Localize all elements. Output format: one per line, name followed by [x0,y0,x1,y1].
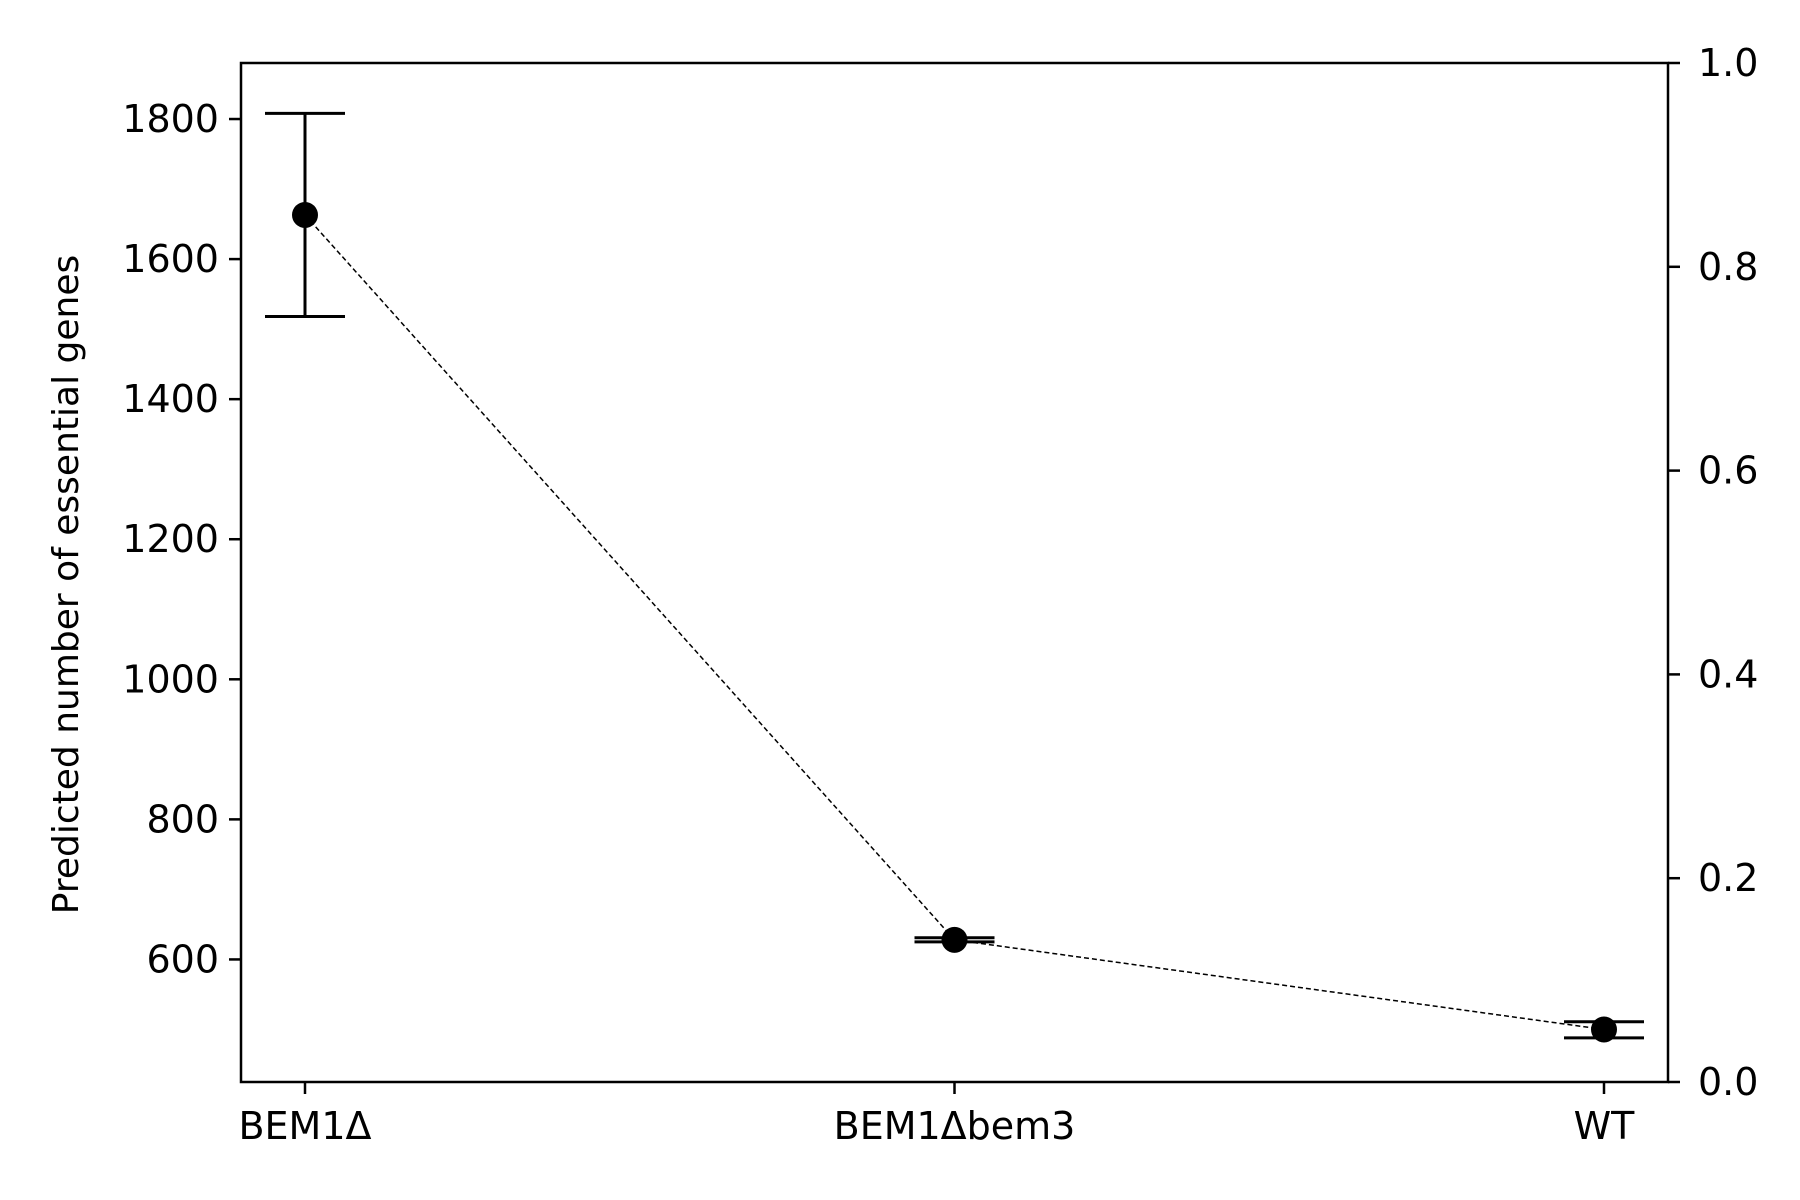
y-tick-label: 800 [146,797,219,841]
x-tick-label: BEM1Δ [238,1104,371,1148]
series-connector-line [304,214,1605,1031]
y-tick-label: 1400 [122,377,219,421]
left-axis-ticks: 600 800 1000 1200 1400 1600 1800 [122,97,241,981]
data-point [941,926,968,953]
y-right-tick-label: 0.0 [1698,1060,1758,1104]
y-tick-label: 1600 [122,237,219,281]
right-axis-ticks: 0.0 0.2 0.4 0.6 0.8 1.0 [1668,41,1758,1104]
y-right-tick-label: 0.6 [1698,449,1758,493]
data-point [292,201,318,228]
y-tick-label: 1200 [122,517,219,561]
y-axis-label: Predicted number of essential genes [46,255,87,915]
x-tick-label: WT [1574,1104,1636,1148]
y-right-tick-label: 0.8 [1698,245,1758,289]
connector-layer [304,214,1605,1031]
x-tick-label: BEM1Δbem3 [834,1104,1076,1148]
y-right-tick-label: 0.2 [1698,856,1758,900]
marker-layer [292,201,1617,1043]
plot-frame [239,61,1670,1084]
y-tick-label: 600 [146,937,219,981]
y-tick-label: 1000 [122,657,219,701]
y-right-tick-label: 0.4 [1698,652,1758,696]
x-axis-ticks: BEM1Δ BEM1Δbem3 WT [238,1082,1635,1148]
errorbar-layer [265,111,1644,1040]
y-tick-label: 1800 [122,97,219,141]
data-point [1591,1016,1617,1043]
y-right-tick-label: 1.0 [1698,41,1758,85]
